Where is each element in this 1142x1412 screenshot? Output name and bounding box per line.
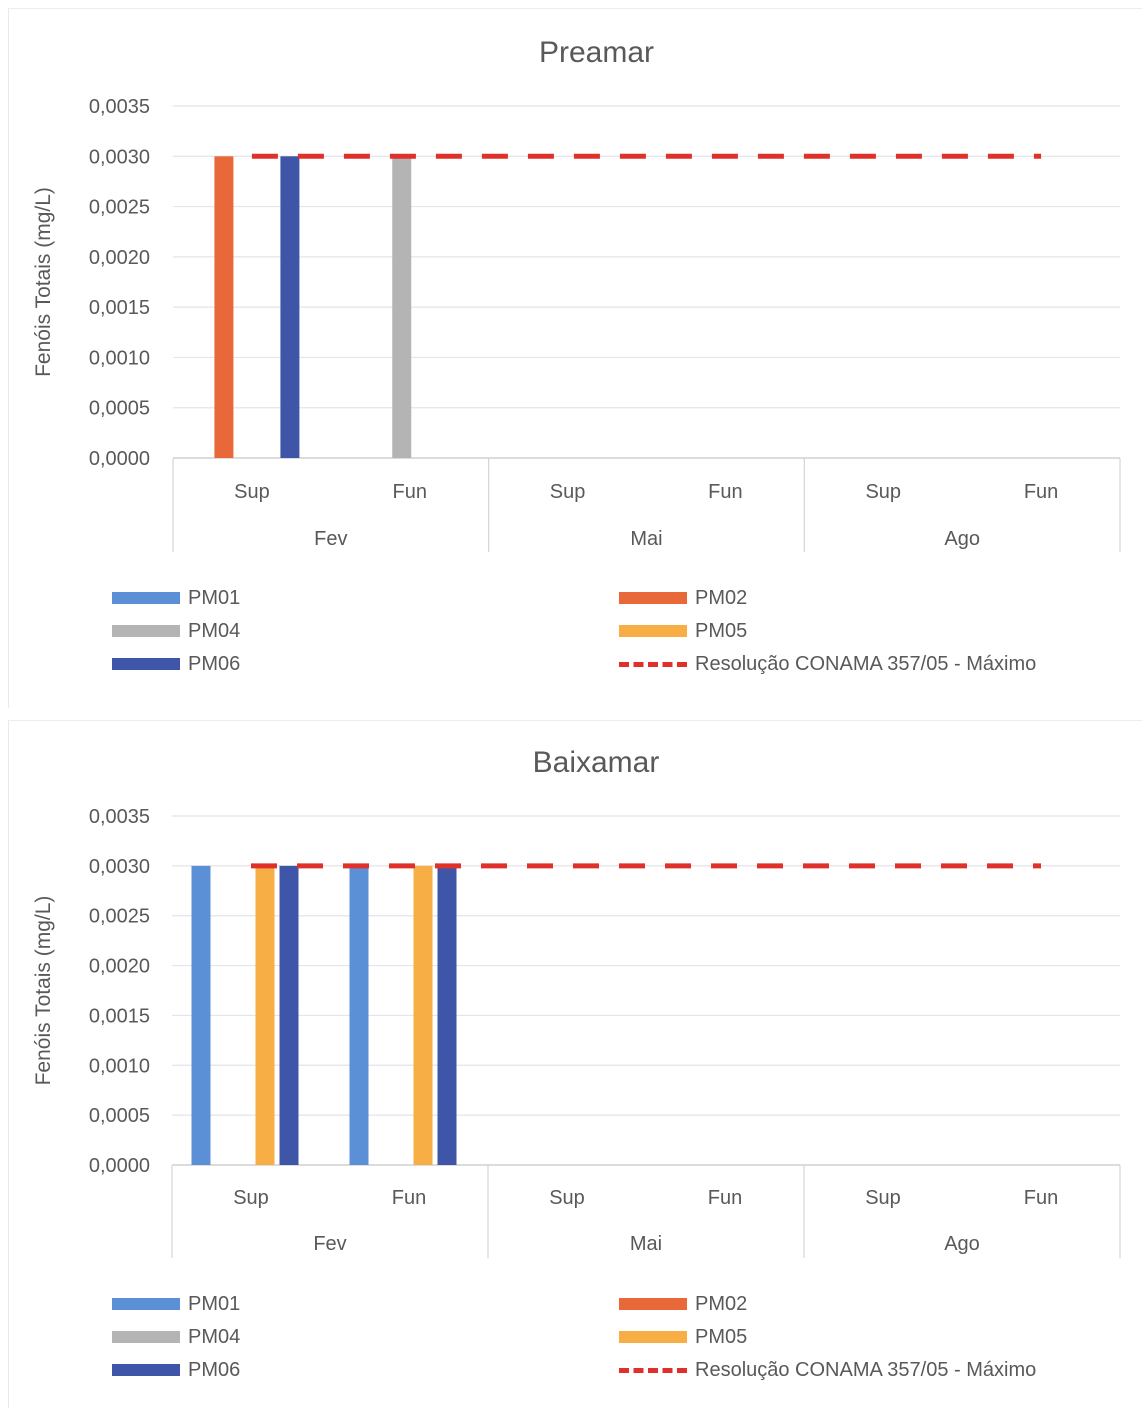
x-tick-label: Sup (234, 481, 270, 503)
bar-pm06 (437, 865, 457, 1165)
legend-swatch (112, 625, 180, 637)
y-tick-label: 0,0030 (89, 146, 150, 168)
x-tick-label: Sup (865, 1187, 901, 1209)
bar-pm05 (255, 865, 275, 1165)
legend-item-pm06: PM06 (112, 652, 240, 676)
y-tick-label: 0,0010 (89, 347, 150, 369)
chart-panel-preamar: Preamar Fenóis Totais (mg/L) 0,0035 0,0030 0… (8, 8, 1142, 708)
y-axis-label: Fenóis Totais (mg/L) (32, 896, 55, 1086)
legend-swatch (619, 661, 687, 667)
legend-item-reference: Resolução CONAMA 357/05 - Máximo (619, 1358, 1036, 1382)
chart-panel-baixamar: Baixamar Fenóis Totais (mg/L) 0,0035 0,0030… (0, 712, 1142, 1412)
legend-item-pm05: PM05 (619, 619, 747, 643)
y-tick-label: 0,0025 (89, 197, 150, 219)
chart-frame (8, 8, 1142, 708)
legend-label: PM01 (188, 586, 241, 609)
bar-pm02 (214, 156, 234, 459)
legend-label: PM06 (188, 1358, 241, 1381)
chart-svg-baixamar: Baixamar Fenóis Totais (mg/L) 0,0035 0,0030… (32, 746, 1121, 1258)
y-tick-label: 0,0020 (89, 956, 150, 978)
y-tick-label: 0,0005 (89, 1105, 150, 1127)
chart-title: Preamar (539, 36, 654, 69)
x-group-label: Mai (630, 528, 662, 550)
legend-swatch (619, 1298, 687, 1310)
x-group-label: Mai (630, 1233, 662, 1255)
x-tick-label: Sup (549, 1187, 585, 1209)
legend-swatch (112, 1298, 180, 1310)
bar-pm04 (392, 156, 412, 459)
bar-pm06 (279, 865, 299, 1165)
x-group-label: Fev (314, 528, 347, 550)
legend-swatch (619, 625, 687, 637)
y-tick-label: 0,0000 (89, 1155, 150, 1177)
y-tick-label: 0,0000 (89, 448, 150, 470)
legend-item-pm06: PM06 (112, 1358, 240, 1382)
legend-label: PM02 (695, 586, 748, 609)
y-tick-label: 0,0010 (89, 1055, 150, 1077)
legend-label: Resolução CONAMA 357/05 - Máximo (695, 1358, 1037, 1381)
x-tick-label: Fun (393, 481, 427, 503)
chart-svg-preamar: Preamar Fenóis Totais (mg/L) 0,0035 0,0030 0… (32, 36, 1121, 552)
legend-label: PM06 (188, 652, 241, 675)
y-tick-label: 0,0035 (89, 96, 150, 118)
chart-title: Baixamar (533, 746, 660, 779)
x-tick-label: Fun (708, 481, 742, 503)
legend-item-reference: Resolução CONAMA 357/05 - Máximo (619, 652, 1036, 676)
x-tick-label: Fun (392, 1187, 426, 1209)
bar-pm01 (349, 865, 369, 1165)
legend-item-pm01: PM01 (112, 586, 240, 610)
y-tick-label: 0,0025 (89, 906, 150, 928)
legend-item-pm01: PM01 (112, 1292, 240, 1316)
legend-item-pm04: PM04 (112, 1325, 240, 1349)
x-tick-label: Sup (550, 481, 586, 503)
legend-label: PM05 (695, 619, 748, 642)
chart-legend-baixamar: PM01 PM02 PM04 PM05 PM06 Resolução CONAMA 357… (112, 1292, 1102, 1402)
legend-item-pm02: PM02 (619, 1292, 747, 1316)
legend-swatch (112, 592, 180, 604)
legend-label: PM02 (695, 1292, 748, 1315)
legend-swatch (112, 1331, 180, 1343)
y-axis-label: Fenóis Totais (mg/L) (32, 187, 55, 377)
bar-pm06 (280, 156, 300, 459)
legend-label: PM04 (188, 1325, 241, 1348)
x-group-label: Ago (944, 1233, 980, 1255)
chart-frame (8, 720, 1142, 1408)
y-tick-label: 0,0015 (89, 1005, 150, 1027)
legend-swatch (619, 1331, 687, 1343)
bar-pm01 (191, 865, 211, 1165)
legend-swatch (619, 1367, 687, 1373)
chart-legend-preamar: PM01 PM02 PM04 PM05 PM06 Resolução CONAMA 357… (112, 586, 1102, 696)
x-group-label: Fev (313, 1233, 346, 1255)
legend-label: PM04 (188, 619, 241, 642)
y-tick-label: 0,0005 (89, 398, 150, 420)
x-tick-label: Fun (1024, 1187, 1058, 1209)
legend-label: Resolução CONAMA 357/05 - Máximo (695, 652, 1037, 675)
y-tick-label: 0,0020 (89, 247, 150, 269)
legend-label: PM01 (188, 1292, 241, 1315)
legend-swatch (112, 658, 180, 670)
y-tick-label: 0,0015 (89, 297, 150, 319)
x-tick-label: Sup (865, 481, 901, 503)
y-tick-label: 0,0035 (89, 806, 150, 828)
legend-swatch (112, 1364, 180, 1376)
legend-item-pm04: PM04 (112, 619, 240, 643)
x-tick-label: Sup (233, 1187, 269, 1209)
x-group-label: Ago (944, 528, 980, 550)
legend-label: PM05 (695, 1325, 748, 1348)
y-tick-label: 0,0030 (89, 856, 150, 878)
legend-swatch (619, 592, 687, 604)
x-tick-label: Fun (1024, 481, 1058, 503)
x-tick-label: Fun (708, 1187, 742, 1209)
bar-pm05 (413, 865, 433, 1165)
legend-item-pm02: PM02 (619, 586, 747, 610)
legend-item-pm05: PM05 (619, 1325, 747, 1349)
